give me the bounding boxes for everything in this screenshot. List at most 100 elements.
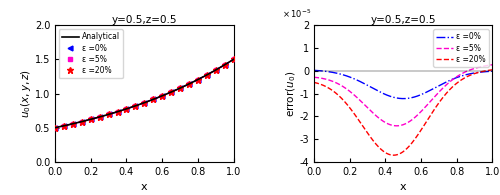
ε =5% [114,111,120,113]
Line: ε =20%: ε =20% [52,56,236,131]
ε =5% [177,87,183,89]
Line: ε =0%: ε =0% [314,70,492,99]
ε =0% [490,70,496,72]
ε =0% [212,69,218,71]
ε =5% [186,83,192,85]
Line: ε =0%: ε =0% [52,57,236,130]
ε =20% [79,121,85,123]
Line: ε =20%: ε =20% [314,70,492,155]
Analytical [162,94,168,96]
ε =5% [79,121,85,123]
ε =5% [212,69,218,71]
ε =20% [177,87,183,89]
ε =5% [96,116,102,118]
ε =20% [390,154,396,156]
ε =5% [168,91,174,93]
ε =5% [222,64,228,66]
ε =20% [462,76,468,79]
Analytical [202,74,208,77]
ε =5% [462,71,468,73]
ε =0% [61,125,67,127]
ε =20% [195,78,201,81]
ε =5% [490,64,496,66]
ε =5% [124,108,130,110]
ε =20% [142,102,148,104]
ε =20% [186,83,192,85]
ε =20% [106,113,112,116]
Analytical [52,126,59,129]
ε =0% [418,94,424,96]
ε =0% [186,83,192,85]
Text: $\times\,10^{-5}$: $\times\,10^{-5}$ [282,7,311,20]
ε =5% [230,58,236,60]
ε =5% [418,111,424,113]
ε =5% [52,127,58,129]
ε =5% [312,76,318,78]
ε =0% [142,102,148,104]
ε =5% [204,74,210,76]
ε =0% [204,74,210,76]
X-axis label: x: x [400,182,406,192]
ε =0% [312,69,318,72]
ε =5% [61,125,67,127]
ε =5% [70,123,76,125]
ε =0% [230,58,236,60]
ε =20% [96,116,102,118]
ε =0% [70,123,76,125]
ε =20% [61,125,67,127]
ε =20% [312,81,318,84]
ε =0% [177,87,183,89]
ε =0% [417,94,423,96]
ε =0% [195,78,201,81]
ε =0% [421,92,427,95]
Y-axis label: $u_0(x,y,z)$: $u_0(x,y,z)$ [20,69,34,118]
ε =20% [168,91,174,93]
ε =0% [124,108,130,110]
ε =20% [212,69,218,71]
ε =0% [52,127,58,129]
ε =0% [400,98,406,100]
ε =20% [222,64,228,66]
ε =5% [417,111,423,113]
ε =20% [88,118,94,121]
ε =5% [88,118,94,121]
ε =20% [204,74,210,76]
ε =5% [195,78,201,81]
ε =20% [490,69,496,71]
ε =0% [132,105,138,107]
ε =20% [124,108,130,110]
ε =0% [106,113,112,116]
ε =20% [230,58,236,60]
ε =20% [418,129,424,132]
Legend: ε =0%, ε =5%, ε =20%: ε =0%, ε =5%, ε =20% [433,29,488,67]
Line: Analytical: Analytical [55,59,234,128]
ε =5% [150,98,156,101]
ε =0% [222,64,228,66]
ε =20% [150,98,156,101]
Analytical [52,127,58,129]
ε =0% [159,95,165,97]
ε =0% [474,72,480,74]
ε =5% [421,107,427,110]
ε =20% [132,105,138,107]
Y-axis label: $\mathrm{error}(u_0)$: $\mathrm{error}(u_0)$ [284,71,298,117]
Legend: Analytical, ε =0%, ε =5%, ε =20%: Analytical, ε =0%, ε =5%, ε =20% [59,29,123,78]
ε =20% [474,72,480,74]
ε =5% [394,125,400,127]
Title: y=0.5,z=0.5: y=0.5,z=0.5 [112,15,177,25]
ε =0% [311,69,317,72]
ε =0% [88,118,94,121]
ε =20% [421,125,427,127]
ε =0% [168,91,174,93]
ε =20% [417,130,423,132]
Analytical [158,95,164,97]
ε =0% [150,98,156,101]
ε =20% [311,81,317,83]
Title: y=0.5,z=0.5: y=0.5,z=0.5 [370,15,436,25]
Line: ε =5%: ε =5% [314,65,492,126]
ε =20% [52,127,58,129]
Analytical [214,68,220,71]
Analytical [230,58,236,60]
ε =5% [159,95,165,97]
ε =5% [132,105,138,107]
